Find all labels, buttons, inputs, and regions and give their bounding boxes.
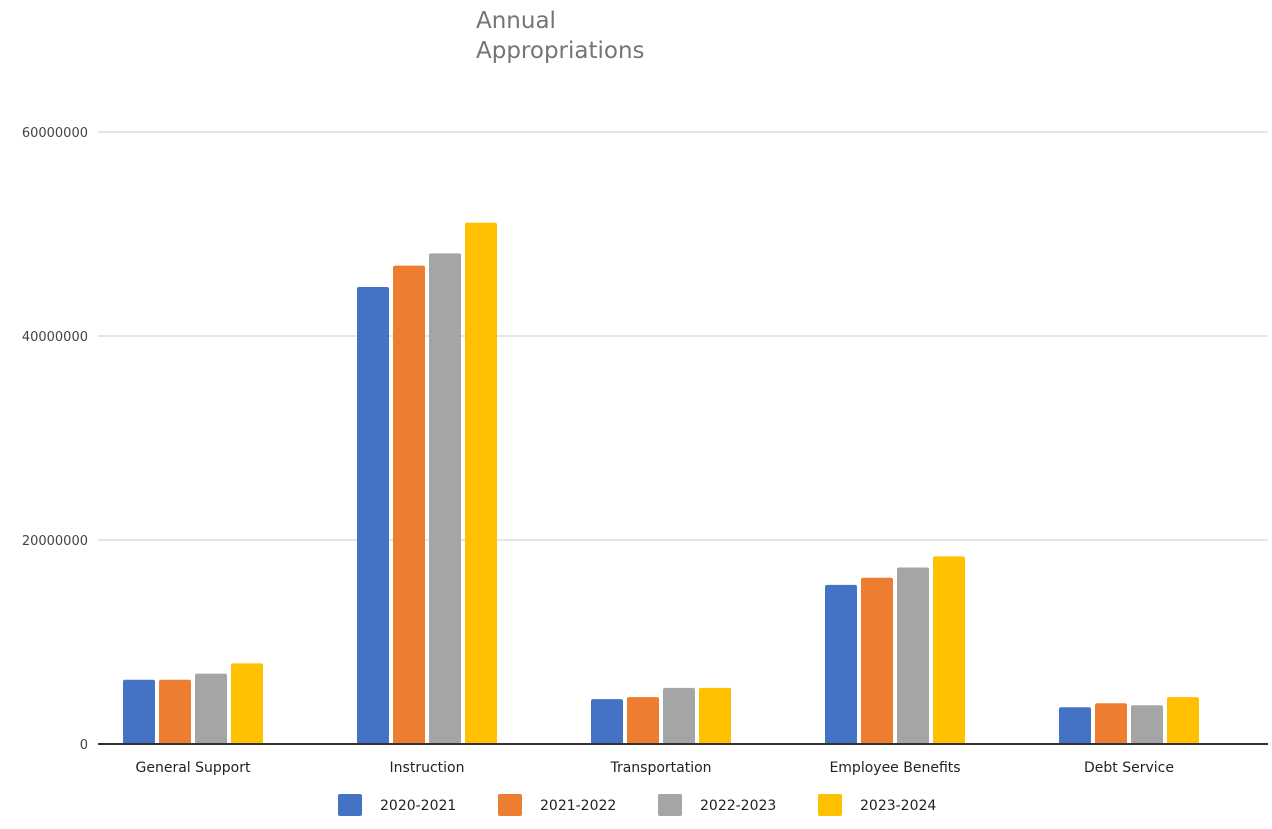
legend-label: 2021-2022 [540,798,616,814]
bar [123,680,155,744]
bar [1059,707,1091,744]
legend-label: 2020-2021 [380,798,456,814]
bar [1167,697,1199,744]
bar [1095,703,1127,744]
x-tick-label: General Support [136,760,251,776]
bar [159,680,191,744]
x-tick-label: Transportation [609,760,711,776]
x-tick-label: Instruction [390,760,465,776]
bar [861,578,893,744]
bar [195,674,227,744]
bar [465,223,497,744]
y-tick-label: 60000000 [22,126,88,141]
bar [231,663,263,744]
y-tick-label: 20000000 [22,534,88,549]
legend-swatch [818,794,842,816]
bar [933,556,965,744]
bar [627,697,659,744]
legend-swatch [498,794,522,816]
legend-label: 2022-2023 [700,798,776,814]
bar [897,568,929,744]
bar [357,287,389,744]
legend-label: 2023-2024 [860,798,936,814]
bar [699,688,731,744]
legend-swatch [658,794,682,816]
bar [1131,705,1163,744]
y-tick-label: 0 [80,738,88,753]
bar [429,253,461,744]
bar [393,266,425,744]
legend-swatch [338,794,362,816]
y-tick-label: 40000000 [22,330,88,345]
bar [663,688,695,744]
bar [591,699,623,744]
x-tick-label: Employee Benefits [829,760,960,776]
bar [825,585,857,744]
x-tick-label: Debt Service [1084,760,1174,776]
